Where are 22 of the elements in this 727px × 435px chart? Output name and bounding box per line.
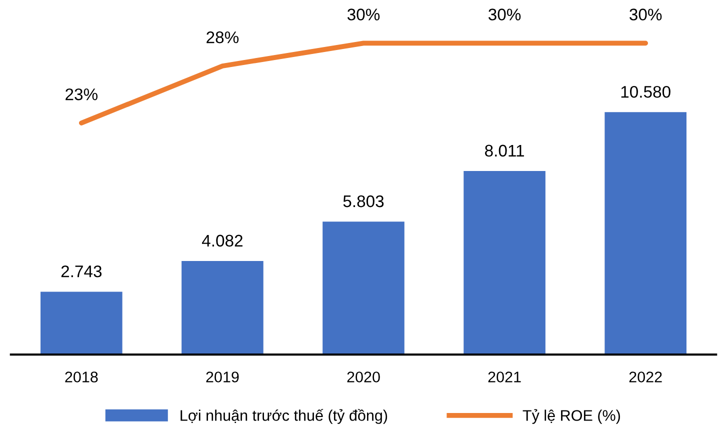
x-tick-label: 2018 — [65, 372, 98, 382]
bar — [464, 171, 546, 355]
data-label: 28% — [206, 31, 239, 44]
x-tick-label: 2022 — [629, 372, 662, 382]
data-label: 30% — [488, 8, 521, 20]
data-label: 30% — [347, 8, 380, 20]
data-label: 10.580 — [621, 86, 670, 98]
bar — [182, 261, 264, 355]
x-tick-label: 2019 — [206, 372, 239, 382]
bar — [40, 292, 122, 355]
data-label: 30% — [630, 8, 662, 20]
data-label: 2.743 — [61, 265, 102, 278]
legend-label: Tỷ lệ ROE (%) — [522, 409, 620, 424]
bar — [322, 222, 404, 355]
data-label: 23% — [66, 88, 98, 100]
x-tick-label: 2020 — [347, 372, 380, 382]
x-tick-label: 2021 — [488, 372, 521, 382]
bar — [604, 112, 686, 355]
data-label: 4.082 — [202, 234, 242, 247]
legend-label: Lợi nhuận trước thuế (tỷ đồng) — [180, 408, 388, 424]
data-label: 5.803 — [343, 195, 384, 208]
data-label: 8.011 — [485, 144, 524, 157]
